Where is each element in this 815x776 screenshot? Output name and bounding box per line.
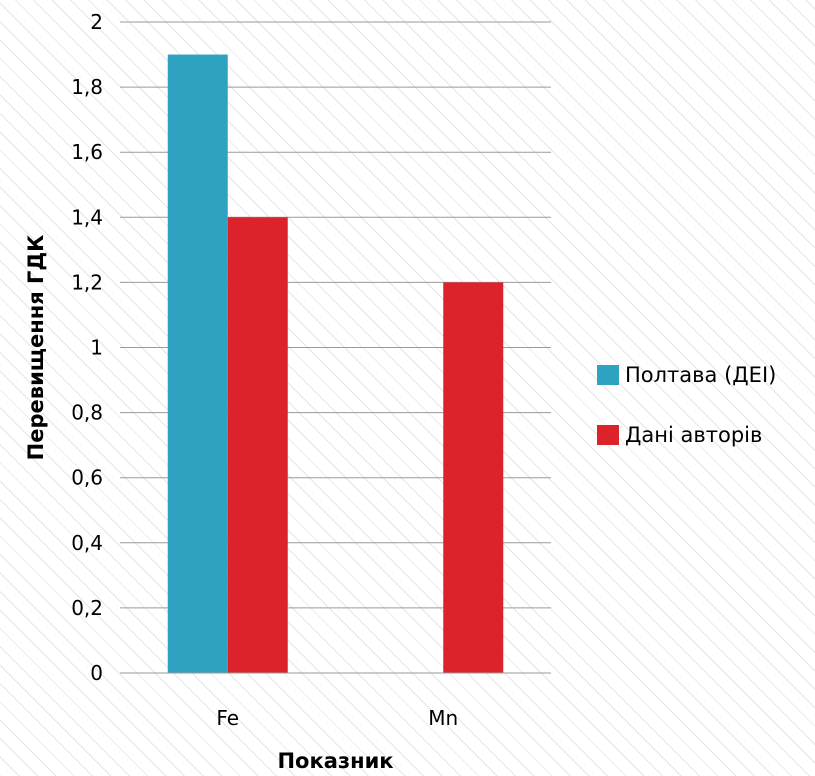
x-tick-label: Mn: [428, 706, 458, 730]
y-tick-label: 1,4: [71, 205, 103, 229]
legend-label-0: Полтава (ДЕІ): [625, 363, 776, 387]
bar-fe-series-1: [227, 217, 288, 674]
y-tick-label: 1: [90, 336, 103, 360]
y-tick-label: 1,8: [71, 75, 103, 99]
x-tick-label: Fe: [216, 706, 239, 730]
y-tick-label: 0,8: [71, 401, 103, 425]
x-axis-title: Показник: [277, 749, 393, 773]
legend: Полтава (ДЕІ) Дані авторів: [597, 363, 776, 447]
legend-swatch-0: [597, 365, 619, 385]
y-tick-label: 0,4: [71, 531, 103, 555]
y-tick-label: 1,2: [71, 270, 103, 294]
y-tick-label: 0,2: [71, 596, 103, 620]
y-tick-label: 0,6: [71, 466, 103, 490]
y-tick-label: 0: [90, 661, 103, 685]
y-tick-label: 2: [90, 10, 103, 34]
legend-swatch-1: [597, 425, 619, 445]
bar-fe-series-0: [167, 54, 228, 674]
bars: [167, 54, 504, 674]
legend-label-1: Дані авторів: [625, 423, 762, 447]
bar-mn-series-1: [443, 282, 504, 673]
y-axis-title: Перевищення ГДК: [24, 235, 48, 461]
x-tick-labels: Fe Mn: [216, 706, 458, 730]
y-tick-label: 1,6: [71, 140, 103, 164]
y-tick-labels: 0 0,2 0,4 0,6 0,8 1 1,2 1,4 1,6 1,8 2: [71, 10, 103, 685]
